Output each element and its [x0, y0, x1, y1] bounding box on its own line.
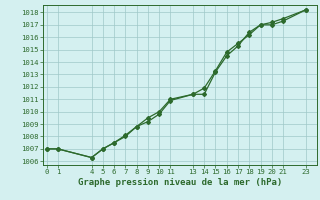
X-axis label: Graphe pression niveau de la mer (hPa): Graphe pression niveau de la mer (hPa): [78, 178, 282, 187]
